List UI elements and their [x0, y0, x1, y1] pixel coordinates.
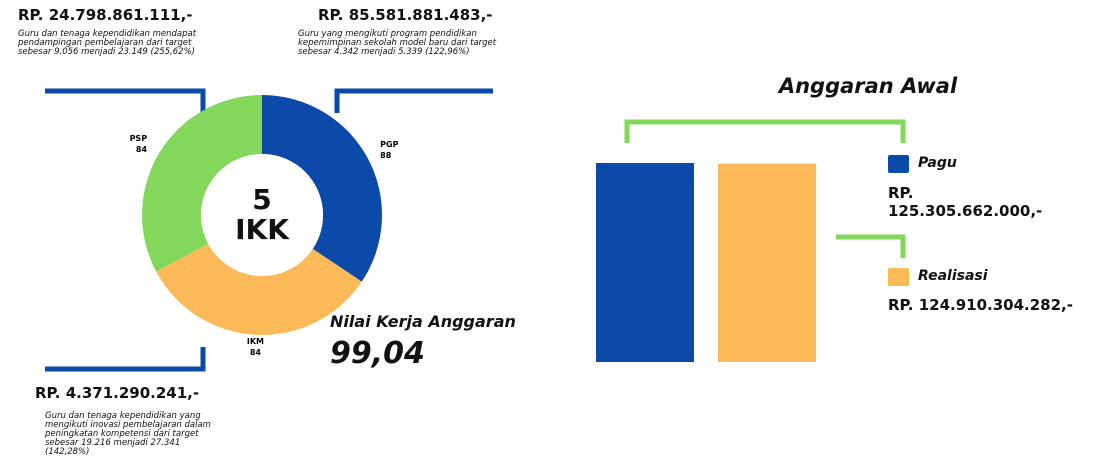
caption: Guru dan tenaga kependidikan yang mengik…	[45, 411, 211, 457]
donut-slice	[142, 95, 262, 272]
value-label: RP. 125.305.662.000,-	[888, 184, 1043, 220]
bracket	[624, 119, 906, 143]
donut-hole	[201, 154, 323, 276]
legend-label: Realisasi	[918, 268, 988, 284]
legend-label: Pagu	[918, 155, 957, 171]
amount: RP. 24.798.861.111,-	[18, 6, 193, 24]
caption: Guru yang mengikuti program pendidikan k…	[298, 29, 497, 57]
kpi-value: 99,04	[330, 336, 425, 371]
slice-label: IKM	[247, 337, 264, 346]
legend-swatch	[888, 155, 909, 173]
center-label: 5	[252, 183, 271, 216]
amount: RP. 4.371.290.241,-	[35, 384, 200, 402]
slice-value: 84	[136, 145, 148, 154]
bracket	[836, 234, 906, 258]
bracket	[334, 88, 493, 113]
bar	[596, 163, 694, 362]
center-label: IKK	[235, 213, 290, 246]
donut-slice	[262, 95, 383, 282]
slice-label: PSP	[130, 134, 148, 143]
kpi-label: Nilai Kerja Anggaran	[330, 312, 516, 331]
slice-value: 88	[380, 151, 392, 160]
chart-title: Anggaran Awal	[778, 74, 958, 98]
bracket	[45, 347, 206, 372]
slice-value: 84	[250, 348, 262, 357]
legend-swatch	[888, 268, 909, 286]
donut-slice	[156, 243, 362, 335]
bracket	[45, 88, 206, 113]
amount: RP. 85.581.881.483,-	[318, 6, 493, 24]
caption: Guru dan tenaga kependidikan mendapat pe…	[18, 29, 197, 57]
bar	[718, 163, 816, 362]
slice-label: PGP	[380, 140, 398, 149]
value-label: RP. 124.910.304.282,-	[888, 296, 1073, 314]
